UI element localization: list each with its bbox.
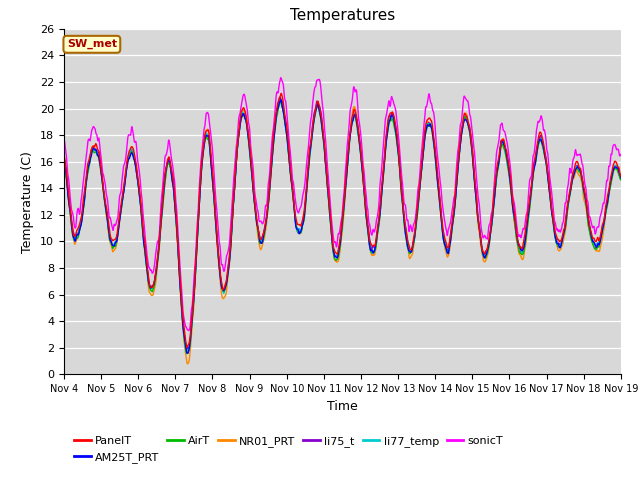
Y-axis label: Temperature (C): Temperature (C) bbox=[22, 151, 35, 252]
X-axis label: Time: Time bbox=[327, 400, 358, 413]
Text: SW_met: SW_met bbox=[67, 39, 117, 49]
Legend: PanelT, AM25T_PRT, AirT, NR01_PRT, li75_t, li77_temp, sonicT: PanelT, AM25T_PRT, AirT, NR01_PRT, li75_… bbox=[70, 432, 508, 467]
Title: Temperatures: Temperatures bbox=[290, 9, 395, 24]
